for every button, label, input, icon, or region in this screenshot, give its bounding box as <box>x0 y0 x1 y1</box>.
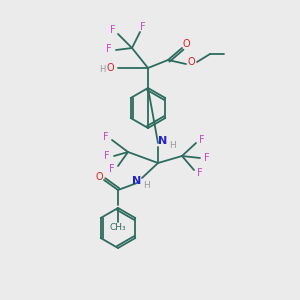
Text: F: F <box>104 151 110 161</box>
Text: H: H <box>99 65 105 74</box>
Text: F: F <box>199 135 205 145</box>
Text: F: F <box>140 22 146 32</box>
Text: H: H <box>169 140 176 149</box>
Text: CH₃: CH₃ <box>110 224 126 232</box>
Text: O: O <box>182 39 190 49</box>
Text: N: N <box>132 176 142 186</box>
Text: F: F <box>204 153 210 163</box>
Text: O: O <box>187 57 195 67</box>
Text: F: F <box>103 132 109 142</box>
Text: F: F <box>106 44 112 54</box>
Text: O: O <box>106 63 114 73</box>
Text: N: N <box>158 136 168 146</box>
Text: F: F <box>110 25 116 35</box>
Text: O: O <box>95 172 103 182</box>
Text: F: F <box>109 164 115 174</box>
Text: F: F <box>197 168 203 178</box>
Text: H: H <box>144 181 150 190</box>
